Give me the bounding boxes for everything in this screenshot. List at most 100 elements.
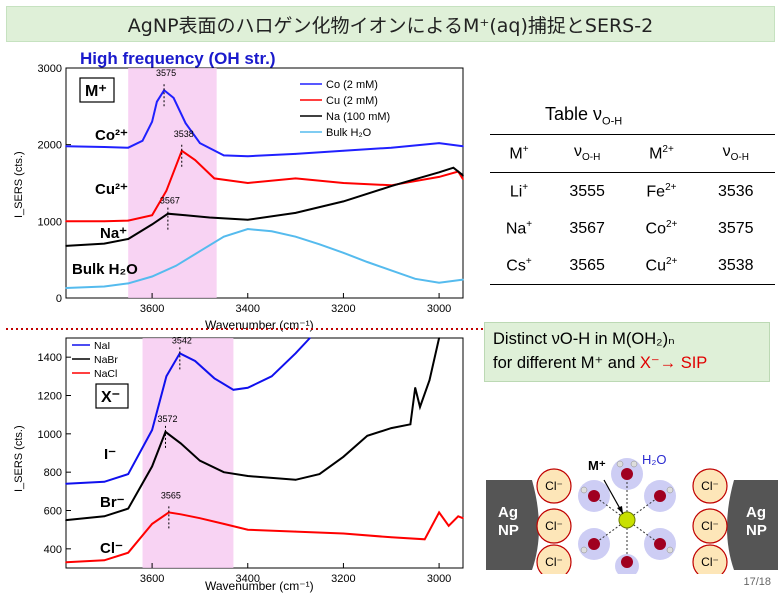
data-point — [318, 243, 321, 246]
data-point — [103, 285, 106, 288]
interface-diagram: Ag NP Ag NP Cl⁻ Cl⁻ Cl⁻ Cl⁻ Cl⁻ Cl⁻ — [486, 452, 778, 574]
data-point — [294, 479, 297, 481]
anion-circle — [692, 544, 728, 574]
y-tick-label: 1200 — [38, 391, 62, 403]
y-tick-label: 0 — [56, 293, 62, 305]
data-point — [127, 238, 129, 240]
data-point — [151, 465, 153, 468]
data-point — [342, 182, 345, 184]
data-point — [342, 532, 345, 535]
series-line-na-100-mm- — [65, 166, 464, 247]
page-number: 17/18 — [743, 576, 771, 588]
table-header-row: M+ νO-H M2+ νO-H — [490, 134, 775, 173]
table-cell: 3538 — [717, 256, 754, 274]
data-point — [103, 220, 106, 223]
note-box: Distinct νO-H in M(OH₂)ₙ for different M… — [484, 322, 770, 382]
data-point — [223, 471, 225, 473]
table-cell: Li+ — [509, 181, 529, 201]
peak-label: 3572 — [157, 414, 177, 424]
table-header-cell: M+ — [509, 143, 529, 163]
y-tick-label: 400 — [44, 544, 62, 556]
data-point — [423, 538, 426, 541]
note-line-2: for different M⁺ and X⁻→ SIP — [493, 354, 708, 372]
data-point — [462, 178, 464, 180]
data-point — [247, 219, 249, 221]
data-point — [366, 435, 369, 437]
data-point — [419, 406, 421, 408]
water-oxygen — [621, 468, 633, 480]
anion-circle — [536, 468, 572, 504]
water-oxygen — [621, 556, 633, 568]
data-point — [103, 481, 106, 483]
data-point — [447, 525, 450, 527]
table-cell: Na+ — [505, 218, 533, 238]
data-point — [457, 515, 460, 518]
legend-na: Na (100 mM) — [326, 111, 390, 123]
y-tick-label: 3000 — [38, 63, 62, 75]
table-caption: Table νO-H — [545, 104, 623, 128]
y-tick-label: 1000 — [38, 216, 62, 228]
data-point — [318, 473, 321, 475]
table-cell: Co2+ — [645, 218, 678, 238]
highlight-band — [128, 68, 217, 298]
curve-label-cu: Cu²⁺ — [95, 181, 128, 198]
slide-title: AgNP表面のハロゲン化物イオンによるM⁺(aq)捕捉とSERS-2 — [127, 14, 654, 37]
top-chart: 0 1000 2000 3000 3600 3400 3200 3000 3575 3538 35… — [13, 49, 464, 332]
data-point — [213, 177, 216, 180]
data-point — [65, 287, 67, 289]
data-point — [151, 523, 153, 525]
data-point — [223, 154, 225, 157]
data-point — [366, 261, 369, 263]
peak-label: 3567 — [160, 196, 180, 206]
data-point — [165, 375, 168, 378]
anion-circle — [536, 508, 572, 544]
x-minus-box — [95, 383, 129, 409]
data-point — [180, 442, 182, 445]
data-point — [141, 140, 144, 142]
note-line-1: Distinct νO-H in M(OH₂)ₙ — [493, 330, 675, 348]
data-point — [438, 281, 440, 284]
curve-label-cl: Cl⁻ — [100, 540, 123, 557]
data-point — [232, 389, 235, 391]
data-point — [151, 429, 153, 431]
table-cell: Fe2+ — [646, 181, 677, 201]
top-heading: High frequency (OH str.) — [80, 49, 276, 68]
anion-label: Cl⁻ — [701, 479, 719, 493]
divider-line — [6, 328, 488, 330]
data-point — [390, 269, 393, 272]
ag-np-right-label: Ag — [746, 504, 766, 521]
top-legend: Co (2 mM) Cu (2 mM) Na (100 mM) Bulk H₂O — [300, 79, 390, 139]
data-point — [247, 155, 249, 157]
data-point — [184, 214, 187, 216]
table-row: Na+ 3567 Co2+ 3575 — [490, 210, 775, 247]
x-tick-label: 3600 — [140, 303, 164, 315]
legend-co: Co (2 mM) — [326, 79, 378, 91]
x-tick-label: 3200 — [331, 303, 355, 315]
series-line-co-2-mm- — [65, 88, 464, 158]
bottom-xlabel: Wavenumber (cm⁻¹) — [205, 579, 314, 593]
water-oxygen — [588, 490, 600, 502]
data-point — [247, 475, 249, 477]
y-tick-label: 1000 — [38, 429, 62, 441]
ag-np-left-label-2: NP — [498, 522, 519, 539]
data-point — [294, 352, 297, 355]
series-line-nacl — [65, 510, 464, 564]
table-grid: M+ νO-H M2+ νO-H Li+ 3555 Fe2+ 3536 Na+ 3567 Co2+… — [490, 134, 775, 285]
ag-electrode-left — [486, 480, 539, 570]
data-point — [342, 150, 345, 152]
data-point — [294, 235, 297, 238]
data-point — [103, 146, 106, 148]
data-point — [151, 223, 153, 226]
data-point — [127, 551, 129, 554]
data-point — [294, 530, 297, 533]
m-plus-label: M⁺ — [85, 83, 107, 100]
data-point — [127, 473, 129, 475]
table-header-cell: νO-H — [722, 143, 749, 164]
bottom-ylabel: I_SERS (cts.) — [13, 425, 25, 492]
data-point — [65, 245, 67, 247]
data-point — [194, 159, 196, 161]
x-tick-label: 3000 — [427, 573, 451, 585]
data-point — [390, 536, 393, 539]
data-point — [208, 216, 211, 219]
x-tick-label: 3400 — [236, 303, 260, 315]
